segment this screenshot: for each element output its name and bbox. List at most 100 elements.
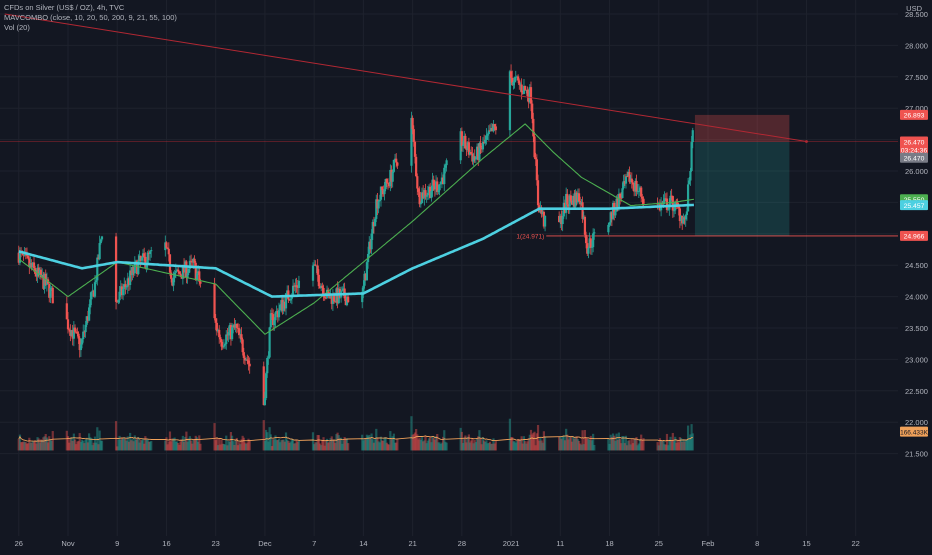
volume-bar [423,440,426,451]
chart-title[interactable]: CFDs on Silver (US$ / OZ), 4h, TVC [4,3,125,12]
candle-body [665,198,669,210]
volume-bar [219,444,222,451]
trendline-layer[interactable] [4,13,808,143]
candle-body [192,258,195,263]
volume-bar [75,444,78,451]
volume-indicator-label[interactable]: Vol (20) [4,23,30,32]
candle-body [198,271,201,282]
candle-body [95,280,98,283]
volume-bar [80,439,84,451]
candle-body [439,181,442,185]
volume-bar [679,437,683,451]
candle-body [138,255,141,262]
volume-bar [575,436,578,451]
volume-bar [241,435,244,451]
volume-bar [424,436,427,451]
indicator-label[interactable]: MAVCOMBO (close, 10, 20, 50, 200, 9, 21,… [4,13,177,22]
volume-bar [662,440,665,451]
candle-body [329,294,332,299]
volume-bar [320,445,323,451]
volume-bar [321,440,324,451]
volume-bar [577,440,581,451]
short-position-tool[interactable] [694,114,790,236]
currency-label[interactable]: USD [906,4,922,13]
candle-body [84,324,87,333]
volume-bar [247,438,250,451]
volume-bar [579,443,582,451]
candle-body [422,192,425,199]
candle-body [570,200,574,205]
chart-legend: CFDs on Silver (US$ / OZ), 4h, TVC MAVCO… [4,3,177,33]
candle-body [241,339,244,353]
candle-body [268,327,271,358]
volume-bar [323,445,326,451]
candle-body [235,323,238,328]
candle-body [167,248,170,255]
price-axis[interactable]: 21.500 22.000 22.500 23.000 23.500 24.000 24.5… [898,0,932,550]
volume-bar [524,441,527,451]
volume-bar [171,438,174,451]
candle-body [293,285,296,287]
volume-bar [527,438,530,451]
candle-body [491,128,494,132]
candle-body [487,130,490,135]
volume-bar [615,433,618,451]
candle-body [150,250,153,252]
volume-bar [520,436,523,451]
candle-body [587,248,590,254]
candle-body [561,216,564,225]
candle-body [460,131,463,146]
volume-bar [637,443,640,451]
candle-body [243,357,247,361]
candle-body [141,253,145,258]
volume-bar [667,445,670,451]
time-axis[interactable]: 26 Nov 9 16 23 Dec 7 14 21 28 2021 11 18 25 Feb 8 15 22 [0,536,932,550]
volume-bar [425,443,428,451]
volume-bar [365,434,369,451]
volume-bar [239,444,242,451]
volume-bar [140,440,143,451]
volume-bar [378,442,381,451]
candle-body [32,262,36,269]
candle-body [370,233,373,250]
volume-bar [317,435,320,451]
candle-body [466,142,469,151]
volume-bar [434,436,438,451]
volume-bar [561,436,564,451]
volume-bar [515,441,519,451]
volume-bar [316,434,319,451]
candle-body [247,360,250,364]
volume-bar [393,442,397,451]
volume-bar [422,441,425,451]
candle-body [636,191,639,193]
volume-bar [336,432,339,451]
candle-body [471,153,474,162]
volume-bar [592,433,595,451]
candle-body [191,260,194,263]
volume-bar [371,439,374,451]
volume-bar [634,438,637,451]
candle-body [337,288,340,304]
candle-body [390,169,393,182]
candle-body [565,193,568,213]
volume-bar [412,434,415,451]
x-tick-label: 16 [162,539,170,548]
volume-bar [82,440,85,451]
candle-body [481,141,485,150]
volume-bar [511,437,514,451]
candle-body [361,291,364,303]
candle-body [473,156,476,160]
candle-body [664,198,667,200]
candle-body [640,187,643,197]
volume-bar [98,430,101,451]
candle-body [68,329,71,331]
volume-bar [631,443,635,451]
candle-body [386,182,390,184]
candle-body [560,215,563,225]
candle-body [480,147,483,150]
volume-bar [20,442,23,451]
candle-body [363,273,366,286]
candle-body [279,304,282,311]
